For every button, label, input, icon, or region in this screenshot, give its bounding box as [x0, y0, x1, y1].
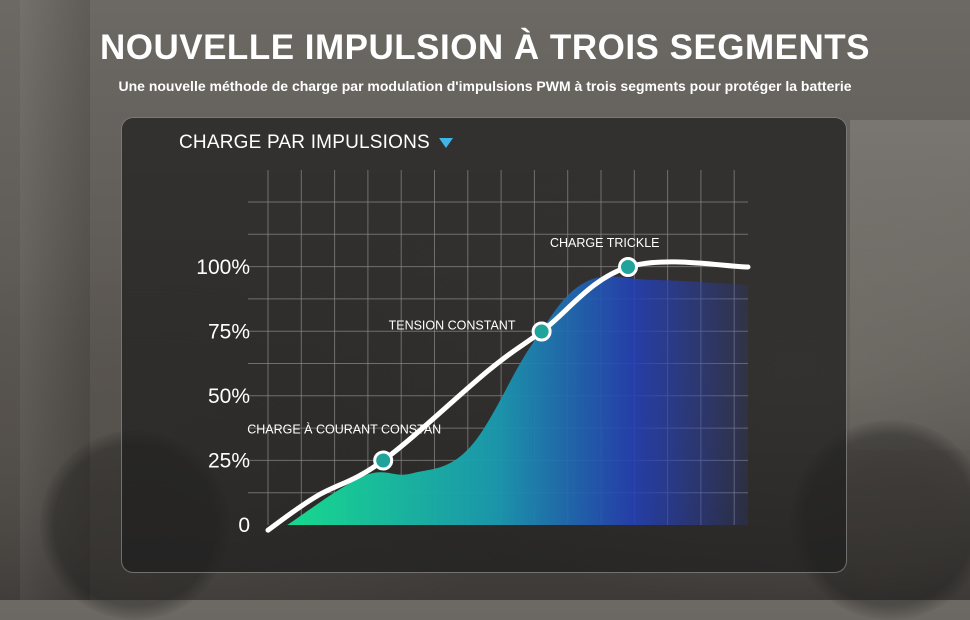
annotation-label: CHARGE TRICKLE [550, 236, 660, 250]
y-tick-label: 50% [208, 385, 250, 408]
chart-heading: CHARGE PAR IMPULSIONS [179, 132, 453, 154]
data-point-marker [373, 450, 394, 471]
data-point-marker [618, 257, 638, 277]
chart-area-series [287, 276, 748, 525]
y-tick-label: 0 [238, 514, 250, 537]
triangle-down-icon [438, 138, 453, 148]
chart-markers [373, 257, 638, 471]
chart-annotations: CHARGE À COURANT CONSTAN TENSION CONSTANT… [247, 236, 659, 437]
page-subtitle: Une nouvelle méthode de charge par modul… [118, 78, 852, 94]
y-tick-label: 100% [196, 256, 250, 279]
chart-title: CHARGE PAR IMPULSIONS [179, 132, 430, 153]
charge-chart: 0 25% 50% 75% 100% CHARGE À COURANT CONSTAN T… [196, 170, 748, 537]
page-title: NOUVELLE IMPULSION À TROIS SEGMENTS [99, 28, 871, 67]
y-tick-label: 75% [208, 321, 250, 344]
y-tick-label: 25% [208, 450, 250, 473]
area-series-fill [287, 276, 748, 525]
annotation-label: CHARGE À COURANT CONSTAN [247, 422, 441, 437]
data-point-marker [531, 321, 552, 342]
annotation-label: TENSION CONSTANT [389, 319, 516, 333]
chart-y-ticks: 0 25% 50% 75% 100% [196, 256, 250, 537]
